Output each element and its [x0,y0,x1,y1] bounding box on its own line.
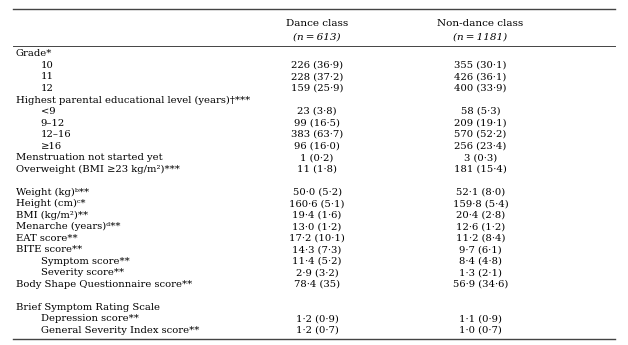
Text: 52·1 (8·0): 52·1 (8·0) [456,188,505,197]
Text: Non-dance class: Non-dance class [437,19,524,28]
Text: 8·4 (4·8): 8·4 (4·8) [459,257,502,266]
Text: 1·3 (2·1): 1·3 (2·1) [459,268,502,277]
Text: Brief Symptom Rating Scale: Brief Symptom Rating Scale [16,303,160,312]
Text: 11: 11 [41,72,54,81]
Text: 10: 10 [41,61,54,70]
Text: 9–12: 9–12 [41,118,65,128]
Text: 228 (37·2): 228 (37·2) [291,72,344,81]
Text: 20·4 (2·8): 20·4 (2·8) [456,210,505,219]
Text: 50·0 (5·2): 50·0 (5·2) [293,188,342,197]
Text: (n = 613): (n = 613) [293,32,341,41]
Text: Height (cm)ᶜ*: Height (cm)ᶜ* [16,199,85,208]
Text: 12: 12 [41,84,54,93]
Text: Menarche (years)ᵈ**: Menarche (years)ᵈ** [16,222,120,231]
Text: 1·0 (0·7): 1·0 (0·7) [459,326,502,335]
Text: Grade*: Grade* [16,49,52,58]
Text: 13·0 (1·2): 13·0 (1·2) [293,222,342,231]
Text: 570 (52·2): 570 (52·2) [454,130,507,139]
Text: 160·6 (5·1): 160·6 (5·1) [290,199,345,208]
Text: 1·2 (0·7): 1·2 (0·7) [296,326,338,335]
Text: 1·2 (0·9): 1·2 (0·9) [296,314,338,323]
Text: 14·3 (7·3): 14·3 (7·3) [293,245,342,254]
Text: 1·1 (0·9): 1·1 (0·9) [459,314,502,323]
Text: 11·2 (8·4): 11·2 (8·4) [456,234,505,243]
Text: (n = 1181): (n = 1181) [453,32,507,41]
Text: 400 (33·9): 400 (33·9) [454,84,507,93]
Text: 426 (36·1): 426 (36·1) [454,72,507,81]
Text: 99 (16·5): 99 (16·5) [294,118,340,128]
Text: 96 (16·0): 96 (16·0) [294,141,340,150]
Text: 159·8 (5·4): 159·8 (5·4) [453,199,508,208]
Text: 256 (23·4): 256 (23·4) [454,141,507,150]
Text: 159 (25·9): 159 (25·9) [291,84,344,93]
Text: ≥16: ≥16 [41,141,62,150]
Text: 209 (19·1): 209 (19·1) [454,118,507,128]
Text: Body Shape Questionnaire score**: Body Shape Questionnaire score** [16,280,192,289]
Text: 11 (1·8): 11 (1·8) [297,165,337,174]
Text: Symptom score**: Symptom score** [41,257,129,266]
Text: Severity score**: Severity score** [41,268,124,277]
Text: 9·7 (6·1): 9·7 (6·1) [459,245,502,254]
Text: 58 (5·3): 58 (5·3) [460,107,501,116]
Text: Menstruation not started yet: Menstruation not started yet [16,153,162,162]
Text: 3 (0·3): 3 (0·3) [464,153,497,162]
Text: EAT score**: EAT score** [16,234,77,243]
Text: Depression score**: Depression score** [41,314,139,323]
Text: 17·2 (10·1): 17·2 (10·1) [290,234,345,243]
Text: 12–16: 12–16 [41,130,72,139]
Text: 226 (36·9): 226 (36·9) [291,61,344,70]
Text: 355 (30·1): 355 (30·1) [454,61,507,70]
Text: 11·4 (5·2): 11·4 (5·2) [293,257,342,266]
Text: General Severity Index score**: General Severity Index score** [41,326,199,335]
Text: 78·4 (35): 78·4 (35) [294,280,340,289]
Text: Weight (kg)ᵇ**: Weight (kg)ᵇ** [16,188,89,197]
Text: 23 (3·8): 23 (3·8) [297,107,337,116]
Text: 2·9 (3·2): 2·9 (3·2) [296,268,338,277]
Text: BITE score**: BITE score** [16,245,82,254]
Text: BMI (kg/m²)**: BMI (kg/m²)** [16,210,88,220]
Text: Overweight (BMI ≥23 kg/m²)***: Overweight (BMI ≥23 kg/m²)*** [16,165,180,174]
Text: Dance class: Dance class [286,19,349,28]
Text: 56·9 (34·6): 56·9 (34·6) [453,280,508,289]
Text: 1 (0·2): 1 (0·2) [300,153,334,162]
Text: 19·4 (1·6): 19·4 (1·6) [293,210,342,219]
Text: 12·6 (1·2): 12·6 (1·2) [456,222,505,231]
Text: 181 (15·4): 181 (15·4) [454,165,507,174]
Text: Highest parental educational level (years)†***: Highest parental educational level (year… [16,96,250,105]
Text: <9: <9 [41,107,55,116]
Text: 383 (63·7): 383 (63·7) [291,130,344,139]
